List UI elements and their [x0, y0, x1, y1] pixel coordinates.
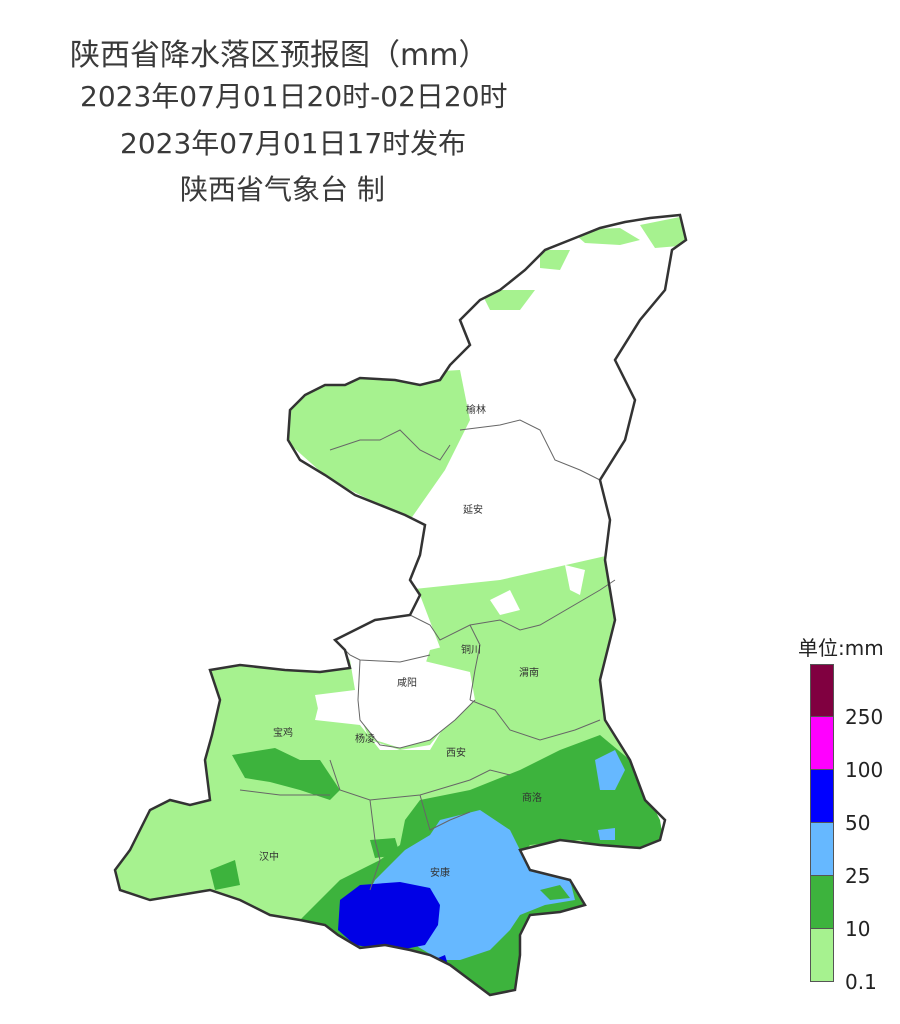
forecast-period: 2023年07月01日20时-02日20时 [80, 80, 508, 113]
legend-swatch [810, 823, 834, 876]
city-label: 商洛 [522, 791, 542, 804]
issue-time: 2023年07月01日17时发布 [120, 127, 467, 160]
city-label: 延安 [463, 503, 483, 516]
city-label: 榆林 [466, 403, 486, 416]
legend-swatch [810, 876, 834, 929]
legend-swatch [810, 929, 834, 982]
map-title: 陕西省降水落区预报图（mm） [70, 38, 489, 73]
city-label: 汉中 [259, 850, 279, 863]
legend-level-label: 100 [845, 758, 884, 782]
legend-level-label: 10 [845, 917, 871, 941]
city-label: 铜川 [461, 644, 481, 656]
legend-swatch [810, 664, 834, 717]
city-label: 渭南 [519, 666, 539, 679]
city-label: 杨凌 [355, 732, 375, 745]
city-label: 咸阳 [397, 677, 417, 689]
legend-level-label: 0.1 [845, 970, 877, 994]
legend-swatch [810, 717, 834, 770]
producer: 陕西省气象台 制 [180, 173, 385, 206]
city-label: 西安 [446, 746, 466, 759]
city-label: 安康 [430, 866, 450, 879]
legend-level-label: 25 [845, 864, 871, 888]
legend-level-label: 250 [845, 705, 884, 729]
city-label: 宝鸡 [273, 726, 293, 739]
legend-level-label: 50 [845, 811, 871, 835]
legend-swatch [810, 770, 834, 823]
city-labels: 榆林 延安 铜川 渭南 咸阳 宝鸡 杨凌 西安 商洛 汉中 安康 [259, 403, 542, 879]
legend-colorbar [810, 664, 834, 982]
legend-title: 单位:mm [798, 636, 884, 660]
